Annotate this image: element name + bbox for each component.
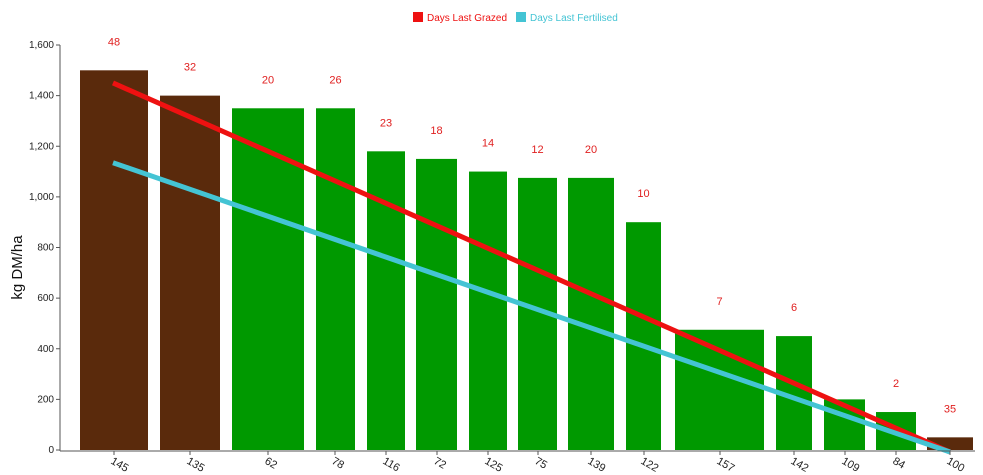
legend-item[interactable]: Days Last Grazed	[413, 12, 507, 24]
legend-swatch	[516, 12, 526, 22]
x-tick-label: 139	[586, 455, 608, 475]
bar-72[interactable]	[416, 158, 457, 450]
bar-label: 2	[893, 378, 899, 390]
bar-label: 7	[716, 296, 722, 308]
bar-145[interactable]	[80, 70, 148, 450]
legend: Days Last Grazed Days Last Fertilised	[413, 12, 618, 24]
bars	[80, 70, 973, 450]
bar-135[interactable]	[160, 95, 220, 450]
legend-item[interactable]: Days Last Fertilised	[516, 12, 618, 24]
trend-line-fertilised	[112, 160, 951, 455]
bar-label: 23	[380, 117, 392, 129]
bar-125[interactable]	[469, 171, 507, 450]
x-tick-label: 125	[483, 455, 505, 475]
x-tick-label: 78	[330, 455, 347, 472]
x-axis: 145 135 62 78 116 72 125 75 139 122 157 142 109 84 100	[60, 450, 975, 475]
x-tick-label: 84	[891, 455, 908, 472]
x-tick-label: 75	[533, 455, 550, 472]
y-tick-label: 0	[48, 445, 54, 456]
bar-label: 10	[637, 188, 649, 200]
bar-139[interactable]	[568, 177, 614, 450]
y-tick-label: 1,000	[29, 192, 54, 203]
x-tick-label: 157	[715, 455, 737, 475]
bar-label: 12	[531, 144, 543, 156]
bar-78[interactable]	[316, 108, 355, 450]
trend-line-grazed	[111, 80, 952, 455]
bar-122[interactable]	[626, 222, 661, 450]
x-tick-label: 142	[789, 455, 811, 475]
y-tick-label: 200	[37, 394, 54, 405]
bar-label: 20	[262, 74, 274, 86]
bar-label: 32	[184, 62, 196, 74]
legend-label: Days Last Grazed	[427, 13, 507, 24]
bar-label: 48	[108, 36, 120, 48]
legend-swatch	[413, 12, 423, 22]
y-tick-label: 400	[37, 344, 54, 355]
y-tick-label: 600	[37, 293, 54, 304]
x-tick-label: 135	[185, 455, 207, 475]
x-tick-label: 72	[432, 455, 449, 472]
trend-lines	[111, 80, 952, 455]
x-tick-label: 122	[639, 455, 661, 475]
bar-62[interactable]	[232, 108, 304, 450]
x-tick-label: 100	[945, 455, 967, 475]
y-tick-label: 1,200	[29, 141, 54, 152]
bar-labels: 48 32 20 26 23 18 14 12 20 10 7 6 2 35	[108, 36, 956, 415]
y-tick-label: 800	[37, 243, 54, 254]
bar-label: 26	[329, 74, 341, 86]
y-tick-label: 1,400	[29, 91, 54, 102]
y-tick-label: 1,600	[29, 40, 54, 51]
bar-label: 14	[482, 138, 494, 150]
x-tick-label: 145	[109, 455, 131, 475]
bar-label: 20	[585, 144, 597, 156]
bar-label: 6	[791, 302, 797, 314]
x-tick-label: 62	[263, 455, 280, 472]
x-tick-label: 116	[381, 455, 402, 474]
bar-label: 35	[944, 403, 956, 415]
legend-label: Days Last Fertilised	[530, 13, 618, 24]
bar-label: 18	[430, 125, 442, 137]
y-axis-title: kg DM/ha	[9, 235, 26, 300]
y-axis: 0 200 400 600 800 1,000 1,200 1,400 1,600	[29, 40, 61, 456]
x-tick-label: 109	[840, 455, 862, 475]
